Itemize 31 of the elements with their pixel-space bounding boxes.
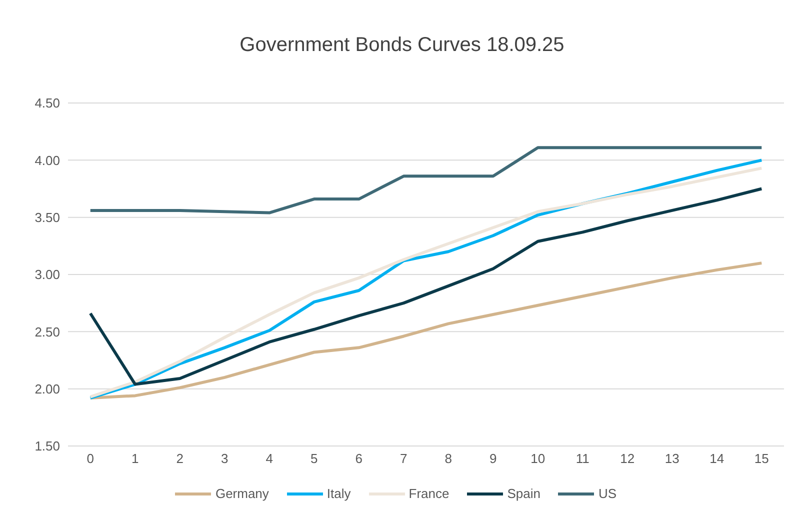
line-series [88, 262, 764, 400]
y-tick-label: 2.50 [34, 324, 60, 340]
y-tick-label: 3.00 [34, 267, 60, 282]
x-tick-label: 14 [710, 451, 724, 466]
legend-label: France [408, 486, 450, 501]
x-tick-label: 12 [620, 451, 635, 466]
x-tick-label: 11 [576, 451, 590, 466]
x-tick-label: 2 [176, 451, 184, 466]
line-series [88, 146, 764, 214]
x-tick-label: 13 [664, 451, 680, 466]
x-tick-label: 4 [266, 451, 273, 466]
x-tick-label: 8 [444, 451, 452, 466]
y-tick-label: 2.00 [34, 381, 60, 396]
legend-label: Spain [507, 486, 540, 501]
legend-label: Italy [326, 486, 351, 501]
y-tick-label: 4.00 [34, 152, 60, 168]
x-tick-label: 7 [400, 451, 408, 466]
x-tick-label: 15 [754, 451, 769, 466]
x-tick-label: 9 [490, 451, 497, 466]
legend-label: US [598, 486, 617, 501]
x-tick-label: 1 [132, 451, 139, 466]
y-tick-label: 3.50 [34, 210, 60, 225]
y-tick-label: 1.50 [34, 438, 60, 454]
x-tick-label: 6 [355, 451, 362, 466]
x-tick-label: 10 [530, 451, 546, 466]
y-tick-label: 4.50 [34, 96, 60, 111]
legend-label: Germany [215, 486, 269, 501]
x-tick-label: 5 [310, 451, 318, 466]
x-tick-label: 0 [86, 451, 94, 466]
chart-title: Government Bonds Curves 18.09.25 [238, 33, 566, 58]
x-tick-label: 3 [221, 451, 228, 466]
